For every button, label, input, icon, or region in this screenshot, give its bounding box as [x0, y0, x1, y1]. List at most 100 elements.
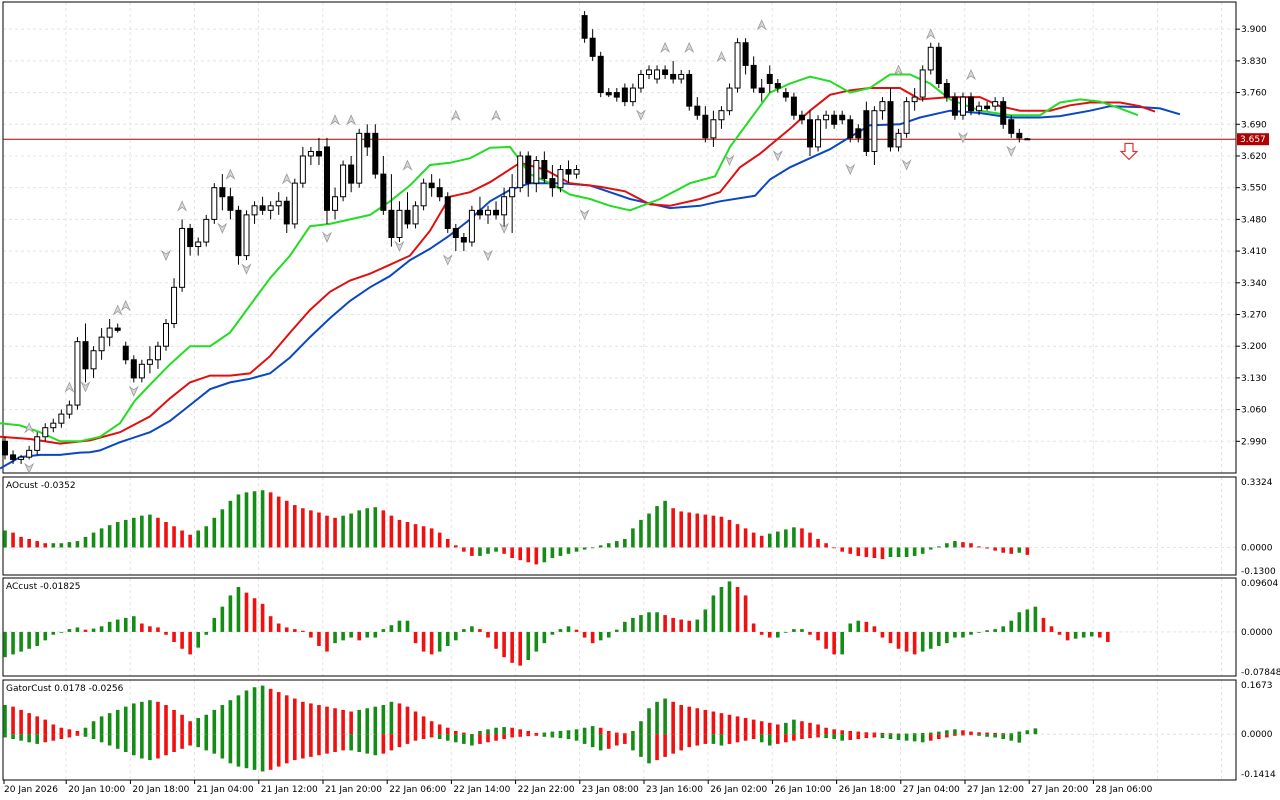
- candle-body[interactable]: [219, 187, 226, 198]
- candle-body[interactable]: [831, 114, 838, 125]
- candle-body[interactable]: [597, 55, 604, 94]
- candle-body[interactable]: [613, 92, 620, 98]
- candle-body[interactable]: [565, 169, 572, 175]
- candle-body[interactable]: [66, 404, 73, 415]
- candle-body[interactable]: [428, 182, 435, 189]
- candle-body[interactable]: [710, 119, 717, 139]
- candle-body[interactable]: [114, 327, 121, 331]
- candle-body[interactable]: [243, 214, 250, 257]
- candle-body[interactable]: [315, 150, 322, 157]
- candle-body[interactable]: [774, 83, 781, 89]
- candle-body[interactable]: [927, 46, 934, 71]
- candle-body[interactable]: [839, 114, 846, 121]
- candle-body[interactable]: [726, 87, 733, 112]
- candle-body[interactable]: [855, 128, 862, 139]
- candle-body[interactable]: [943, 83, 950, 98]
- candle-body[interactable]: [1008, 119, 1015, 134]
- candle-body[interactable]: [589, 37, 596, 57]
- candle-body[interactable]: [299, 155, 306, 184]
- candle-body[interactable]: [734, 42, 741, 89]
- candle-body[interactable]: [82, 341, 89, 370]
- candle-body[interactable]: [766, 73, 773, 85]
- candle-body[interactable]: [847, 119, 854, 139]
- candle-body[interactable]: [235, 209, 242, 257]
- candle-body[interactable]: [18, 456, 25, 460]
- candle-body[interactable]: [388, 209, 395, 238]
- candle-body[interactable]: [895, 132, 902, 148]
- candle-body[interactable]: [356, 132, 363, 184]
- candle-body[interactable]: [790, 96, 797, 116]
- candle-body[interactable]: [460, 237, 467, 243]
- candle-body[interactable]: [227, 196, 234, 211]
- candle-body[interactable]: [1016, 132, 1023, 139]
- candle-body[interactable]: [291, 182, 298, 225]
- candle-body[interactable]: [637, 73, 644, 89]
- candle-body[interactable]: [493, 209, 500, 216]
- candle-body[interactable]: [138, 363, 145, 379]
- candle-body[interactable]: [307, 150, 314, 157]
- candle-body[interactable]: [935, 46, 942, 85]
- candle-body[interactable]: [968, 96, 974, 112]
- candle-body[interactable]: [50, 422, 57, 429]
- gator-panel[interactable]: GatorCust 0.0178 -0.0256: [3, 684, 1038, 772]
- candle-body[interactable]: [605, 92, 612, 96]
- candle-body[interactable]: [130, 359, 137, 379]
- candle-body[interactable]: [621, 87, 628, 103]
- ac-panel[interactable]: ACcust -0.01825: [3, 581, 1110, 666]
- candle-body[interactable]: [267, 205, 274, 211]
- candle-body[interactable]: [2, 440, 8, 456]
- candle-body[interactable]: [259, 205, 266, 211]
- candle-body[interactable]: [750, 64, 757, 89]
- candle-body[interactable]: [106, 327, 113, 338]
- candle-body[interactable]: [815, 119, 822, 148]
- candle-body[interactable]: [412, 205, 419, 225]
- candle-body[interactable]: [195, 241, 202, 248]
- candle-body[interactable]: [332, 196, 339, 211]
- candle-body[interactable]: [509, 187, 516, 198]
- candle-body[interactable]: [573, 169, 580, 175]
- candle-body[interactable]: [533, 160, 540, 184]
- candle-body[interactable]: [380, 173, 387, 211]
- candle-body[interactable]: [340, 164, 347, 198]
- candle-body[interactable]: [485, 209, 491, 216]
- candle-body[interactable]: [90, 350, 97, 370]
- candle-body[interactable]: [959, 96, 966, 116]
- candle-body[interactable]: [396, 209, 403, 238]
- candle-body[interactable]: [146, 359, 153, 365]
- candle-body[interactable]: [758, 87, 765, 94]
- candle-body[interactable]: [863, 110, 870, 152]
- candle-body[interactable]: [468, 209, 475, 243]
- candle-body[interactable]: [823, 114, 830, 121]
- candle-body[interactable]: [501, 196, 508, 216]
- candle-body[interactable]: [718, 110, 725, 121]
- candle-body[interactable]: [646, 69, 652, 75]
- candle-body[interactable]: [444, 196, 451, 229]
- candle-body[interactable]: [275, 200, 282, 207]
- candle-body[interactable]: [798, 114, 805, 121]
- candle-body[interactable]: [919, 69, 926, 98]
- candle-body[interactable]: [807, 119, 813, 148]
- candle-body[interactable]: [122, 345, 129, 361]
- candle-body[interactable]: [324, 146, 330, 211]
- candle-body[interactable]: [251, 205, 258, 216]
- candle-body[interactable]: [678, 73, 685, 80]
- candle-body[interactable]: [283, 200, 290, 225]
- candle-body[interactable]: [525, 155, 532, 184]
- candle-body[interactable]: [654, 69, 661, 80]
- candle-body[interactable]: [42, 427, 49, 438]
- candle-body[interactable]: [34, 436, 41, 451]
- candle-body[interactable]: [903, 101, 910, 134]
- candle-body[interactable]: [163, 323, 169, 347]
- candle-body[interactable]: [203, 218, 210, 243]
- candle-body[interactable]: [541, 160, 548, 180]
- candle-body[interactable]: [694, 105, 701, 116]
- candle-body[interactable]: [171, 286, 178, 325]
- candle-body[interactable]: [976, 105, 983, 112]
- candle-body[interactable]: [662, 69, 669, 75]
- candle-body[interactable]: [187, 227, 194, 248]
- candle-body[interactable]: [992, 101, 999, 107]
- price-panel[interactable]: [0, 0, 1236, 474]
- candle-body[interactable]: [581, 15, 588, 39]
- candle-body[interactable]: [1024, 138, 1031, 141]
- candle-body[interactable]: [476, 209, 483, 216]
